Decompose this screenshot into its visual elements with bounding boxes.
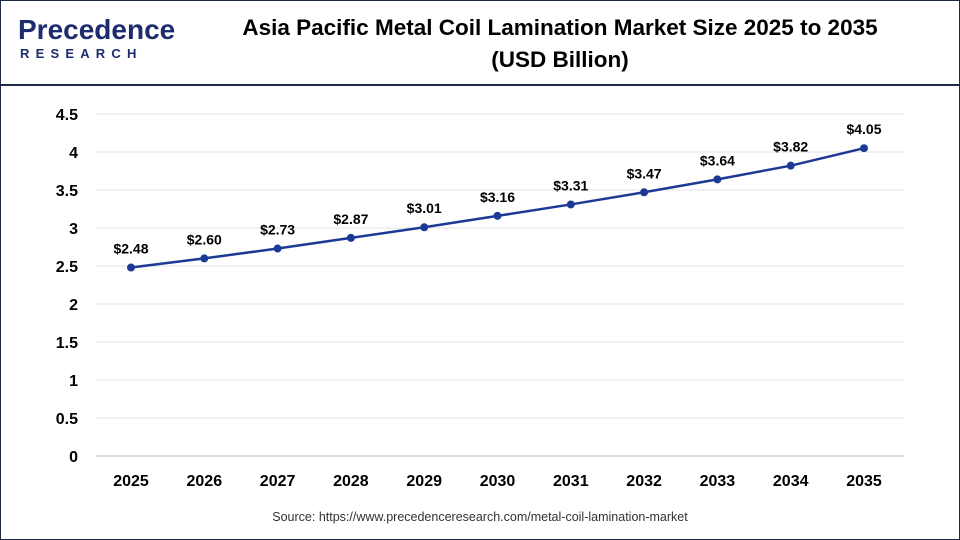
data-label: $3.47	[627, 165, 662, 181]
data-label: $3.31	[553, 177, 588, 193]
x-tick-label: 2035	[846, 473, 882, 490]
data-label: $2.73	[260, 222, 295, 238]
x-tick-label: 2025	[113, 473, 149, 490]
y-tick-label: 4.5	[56, 107, 78, 124]
header-divider	[0, 84, 960, 86]
data-point	[200, 254, 209, 263]
data-label: $3.64	[700, 152, 735, 168]
x-tick-label: 2030	[480, 473, 516, 490]
x-tick-label: 2029	[406, 473, 442, 490]
data-point	[640, 188, 649, 197]
line-chart: 0 0.5 1 1.5 2 2.5 3 3.5 4 4.5 2025 2026 2027 2028 2029…	[56, 107, 904, 490]
y-tick-label: 2.5	[56, 259, 78, 276]
data-point	[127, 263, 135, 272]
precedence-research-logo: Precedence RESEARCH	[18, 14, 175, 64]
y-tick-label: 1.5	[56, 335, 78, 352]
y-tick-label: 3	[69, 221, 78, 238]
data-point	[566, 200, 575, 209]
data-label: $3.16	[480, 189, 515, 205]
x-tick-label: 2027	[260, 473, 296, 490]
data-label: $4.05	[846, 121, 881, 137]
y-tick-label: 2	[69, 297, 78, 314]
data-point	[493, 211, 502, 220]
header: Precedence RESEARCH Asia Pacific Metal C…	[0, 0, 960, 84]
x-tick-label: 2026	[187, 473, 223, 490]
x-tick-label: 2033	[700, 473, 736, 490]
logo-wordmark: Precedence	[18, 14, 176, 45]
x-tick-label: 2031	[553, 473, 589, 490]
data-point	[786, 161, 795, 170]
x-tick-label: 2032	[626, 473, 662, 490]
source-note: Source: https://www.precedenceresearch.c…	[272, 510, 688, 524]
chart-title: Asia Pacific Metal Coil Lamination Marke…	[170, 12, 950, 76]
y-tick-label: 3.5	[56, 183, 78, 200]
data-point	[420, 223, 429, 232]
data-point	[346, 233, 355, 242]
logo-subtext: RESEARCH	[20, 46, 143, 61]
chart-title-line2: (USD Billion)	[491, 47, 629, 72]
y-tick-label: 0.5	[56, 411, 78, 428]
y-tick-label: 4	[69, 145, 78, 162]
x-tick-label: 2034	[773, 473, 809, 490]
data-point	[273, 244, 282, 253]
y-tick-label: 1	[69, 373, 78, 390]
x-tick-label: 2028	[333, 473, 369, 490]
data-point	[713, 175, 722, 184]
series-line	[130, 146, 865, 269]
data-label: $2.60	[187, 231, 222, 247]
chart-title-line1: Asia Pacific Metal Coil Lamination Marke…	[242, 15, 878, 40]
data-point	[860, 144, 868, 153]
data-label: $3.01	[407, 200, 442, 216]
y-tick-label: 0	[69, 449, 78, 466]
data-label: $2.87	[333, 211, 368, 227]
data-label: $3.82	[773, 139, 808, 155]
data-label: $2.48	[113, 241, 148, 257]
